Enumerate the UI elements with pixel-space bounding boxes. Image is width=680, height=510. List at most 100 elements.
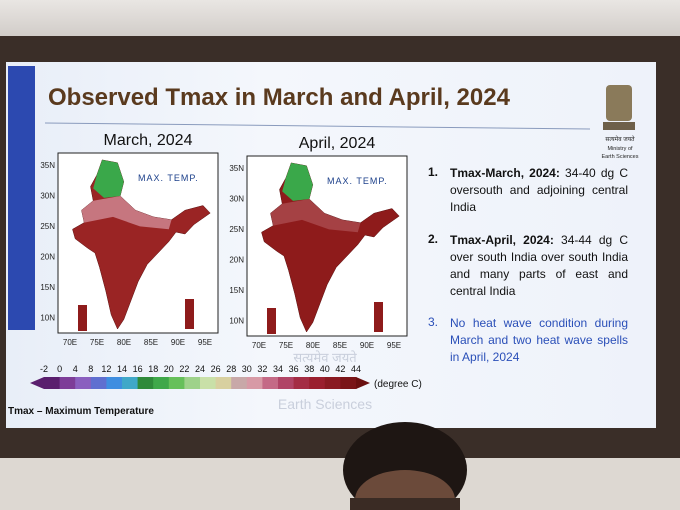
colorbar-swatch [106, 377, 123, 389]
slide-title: Observed Tmax in March and April, 2024 [48, 84, 511, 111]
lon-label: 90E [360, 341, 374, 350]
colorbar-label: 34 [273, 364, 283, 374]
title-rule [44, 122, 591, 130]
lat-label: 35N [229, 164, 244, 173]
colorbar-label: 18 [148, 364, 158, 374]
bullet-number: 2. [428, 232, 439, 246]
bullet-lead: Tmax-April, 2024: [450, 233, 554, 247]
colorbar-label: 38 [304, 364, 314, 374]
lat-label: 25N [40, 222, 55, 231]
lat-label: 35N [40, 161, 55, 170]
lon-label: 95E [387, 341, 401, 350]
colorbar-arrow [356, 377, 370, 389]
colorbar-swatch [215, 377, 232, 389]
colorbar-swatch [309, 377, 326, 389]
lon-label: 85E [333, 341, 347, 350]
colorbar-label: 14 [117, 364, 127, 374]
colorbar-arrow [30, 377, 44, 389]
floor [0, 458, 680, 510]
colorbar-label: 28 [226, 364, 236, 374]
lat-label: 10N [229, 317, 244, 326]
lon-label: 75E [90, 338, 104, 347]
colorbar-swatch [122, 377, 139, 389]
presenter-head [343, 422, 467, 510]
logo-motto: सत्यमेव जयते [605, 135, 635, 143]
island-marker [267, 308, 276, 334]
lat-label: 30N [40, 192, 55, 201]
colorbar-swatch [184, 377, 201, 389]
bullet: Tmax-March, 2024: 34-40 dg C oversouth a… [450, 165, 628, 216]
colorbar-label: 30 [242, 364, 252, 374]
lon-label: 95E [198, 338, 212, 347]
bullet: No heat wave condition during March and … [450, 316, 628, 364]
colorbar-label: 12 [101, 364, 111, 374]
lon-label: 75E [279, 341, 293, 350]
colorbar-label: 8 [88, 364, 93, 374]
bullet-text: 34-40 dg C oversouth and adjoining centr… [450, 166, 629, 214]
india-map [261, 162, 400, 333]
watermark: Earth Sciences [278, 396, 372, 412]
map-region [282, 162, 313, 201]
colorbar-label: 26 [211, 364, 221, 374]
colorbar-swatch [231, 377, 248, 389]
colorbar-swatch [168, 377, 185, 389]
footer-note: Tmax – Maximum Temperature [8, 406, 154, 417]
colorbar-label: -2 [40, 364, 48, 374]
map-title: April, 2024 [299, 135, 376, 152]
colorbar-label: 16 [133, 364, 143, 374]
logo-text: Ministry of [607, 146, 633, 152]
lon-label: 80E [117, 338, 131, 347]
lon-label: 85E [144, 338, 158, 347]
emblem [603, 85, 635, 130]
colorbar-swatch [137, 377, 154, 389]
colorbar-label: 44 [351, 364, 361, 374]
colorbar-label: 0 [57, 364, 62, 374]
colorbar-swatch [293, 377, 310, 389]
watermark: सत्यमेव जयते [293, 350, 357, 365]
lon-label: 70E [252, 341, 266, 350]
map-region [93, 159, 124, 198]
lat-label: 15N [229, 286, 244, 295]
colorbar-swatch [75, 377, 92, 389]
lon-label: 80E [306, 341, 320, 350]
colorbar-swatch [153, 377, 170, 389]
bullet-number: 3. [428, 315, 439, 329]
colorbar-label: 20 [164, 364, 174, 374]
colorbar-swatch [44, 377, 61, 389]
colorbar-swatch [324, 377, 341, 389]
colorbar-swatch [246, 377, 263, 389]
colorbar-swatch [262, 377, 279, 389]
colorbar-swatch [90, 377, 107, 389]
island-marker [374, 302, 383, 332]
wall [0, 0, 680, 40]
island-marker [78, 305, 87, 331]
colorbar-swatch [200, 377, 217, 389]
lat-label: 20N [229, 256, 244, 265]
colorbar-label: 24 [195, 364, 205, 374]
bullet-text: 34-44 dg C over south India over south I… [450, 233, 629, 298]
map-legend: MAX. TEMP. [327, 176, 388, 186]
lat-label: 30N [229, 195, 244, 204]
lat-label: 20N [40, 253, 55, 262]
lat-label: 10N [40, 314, 55, 323]
accent-bar [8, 66, 35, 330]
colorbar-swatch [278, 377, 295, 389]
island-marker [185, 299, 194, 329]
lat-label: 25N [229, 225, 244, 234]
logo-text: Earth Sciences [602, 154, 639, 160]
colorbar-swatch [340, 377, 357, 389]
bullet: Tmax-April, 2024: 34-44 dg C over south … [450, 232, 628, 300]
colorbar-label: 32 [257, 364, 267, 374]
colorbar-label: 4 [73, 364, 78, 374]
lon-label: 70E [63, 338, 77, 347]
colorbar-label: 36 [289, 364, 299, 374]
map-region [81, 196, 172, 230]
colorbar-unit: (degree C) [374, 379, 422, 390]
colorbar-label: 22 [179, 364, 189, 374]
map-title: March, 2024 [104, 132, 193, 149]
map-region [270, 199, 361, 233]
colorbar-swatch [59, 377, 76, 389]
lon-label: 90E [171, 338, 185, 347]
